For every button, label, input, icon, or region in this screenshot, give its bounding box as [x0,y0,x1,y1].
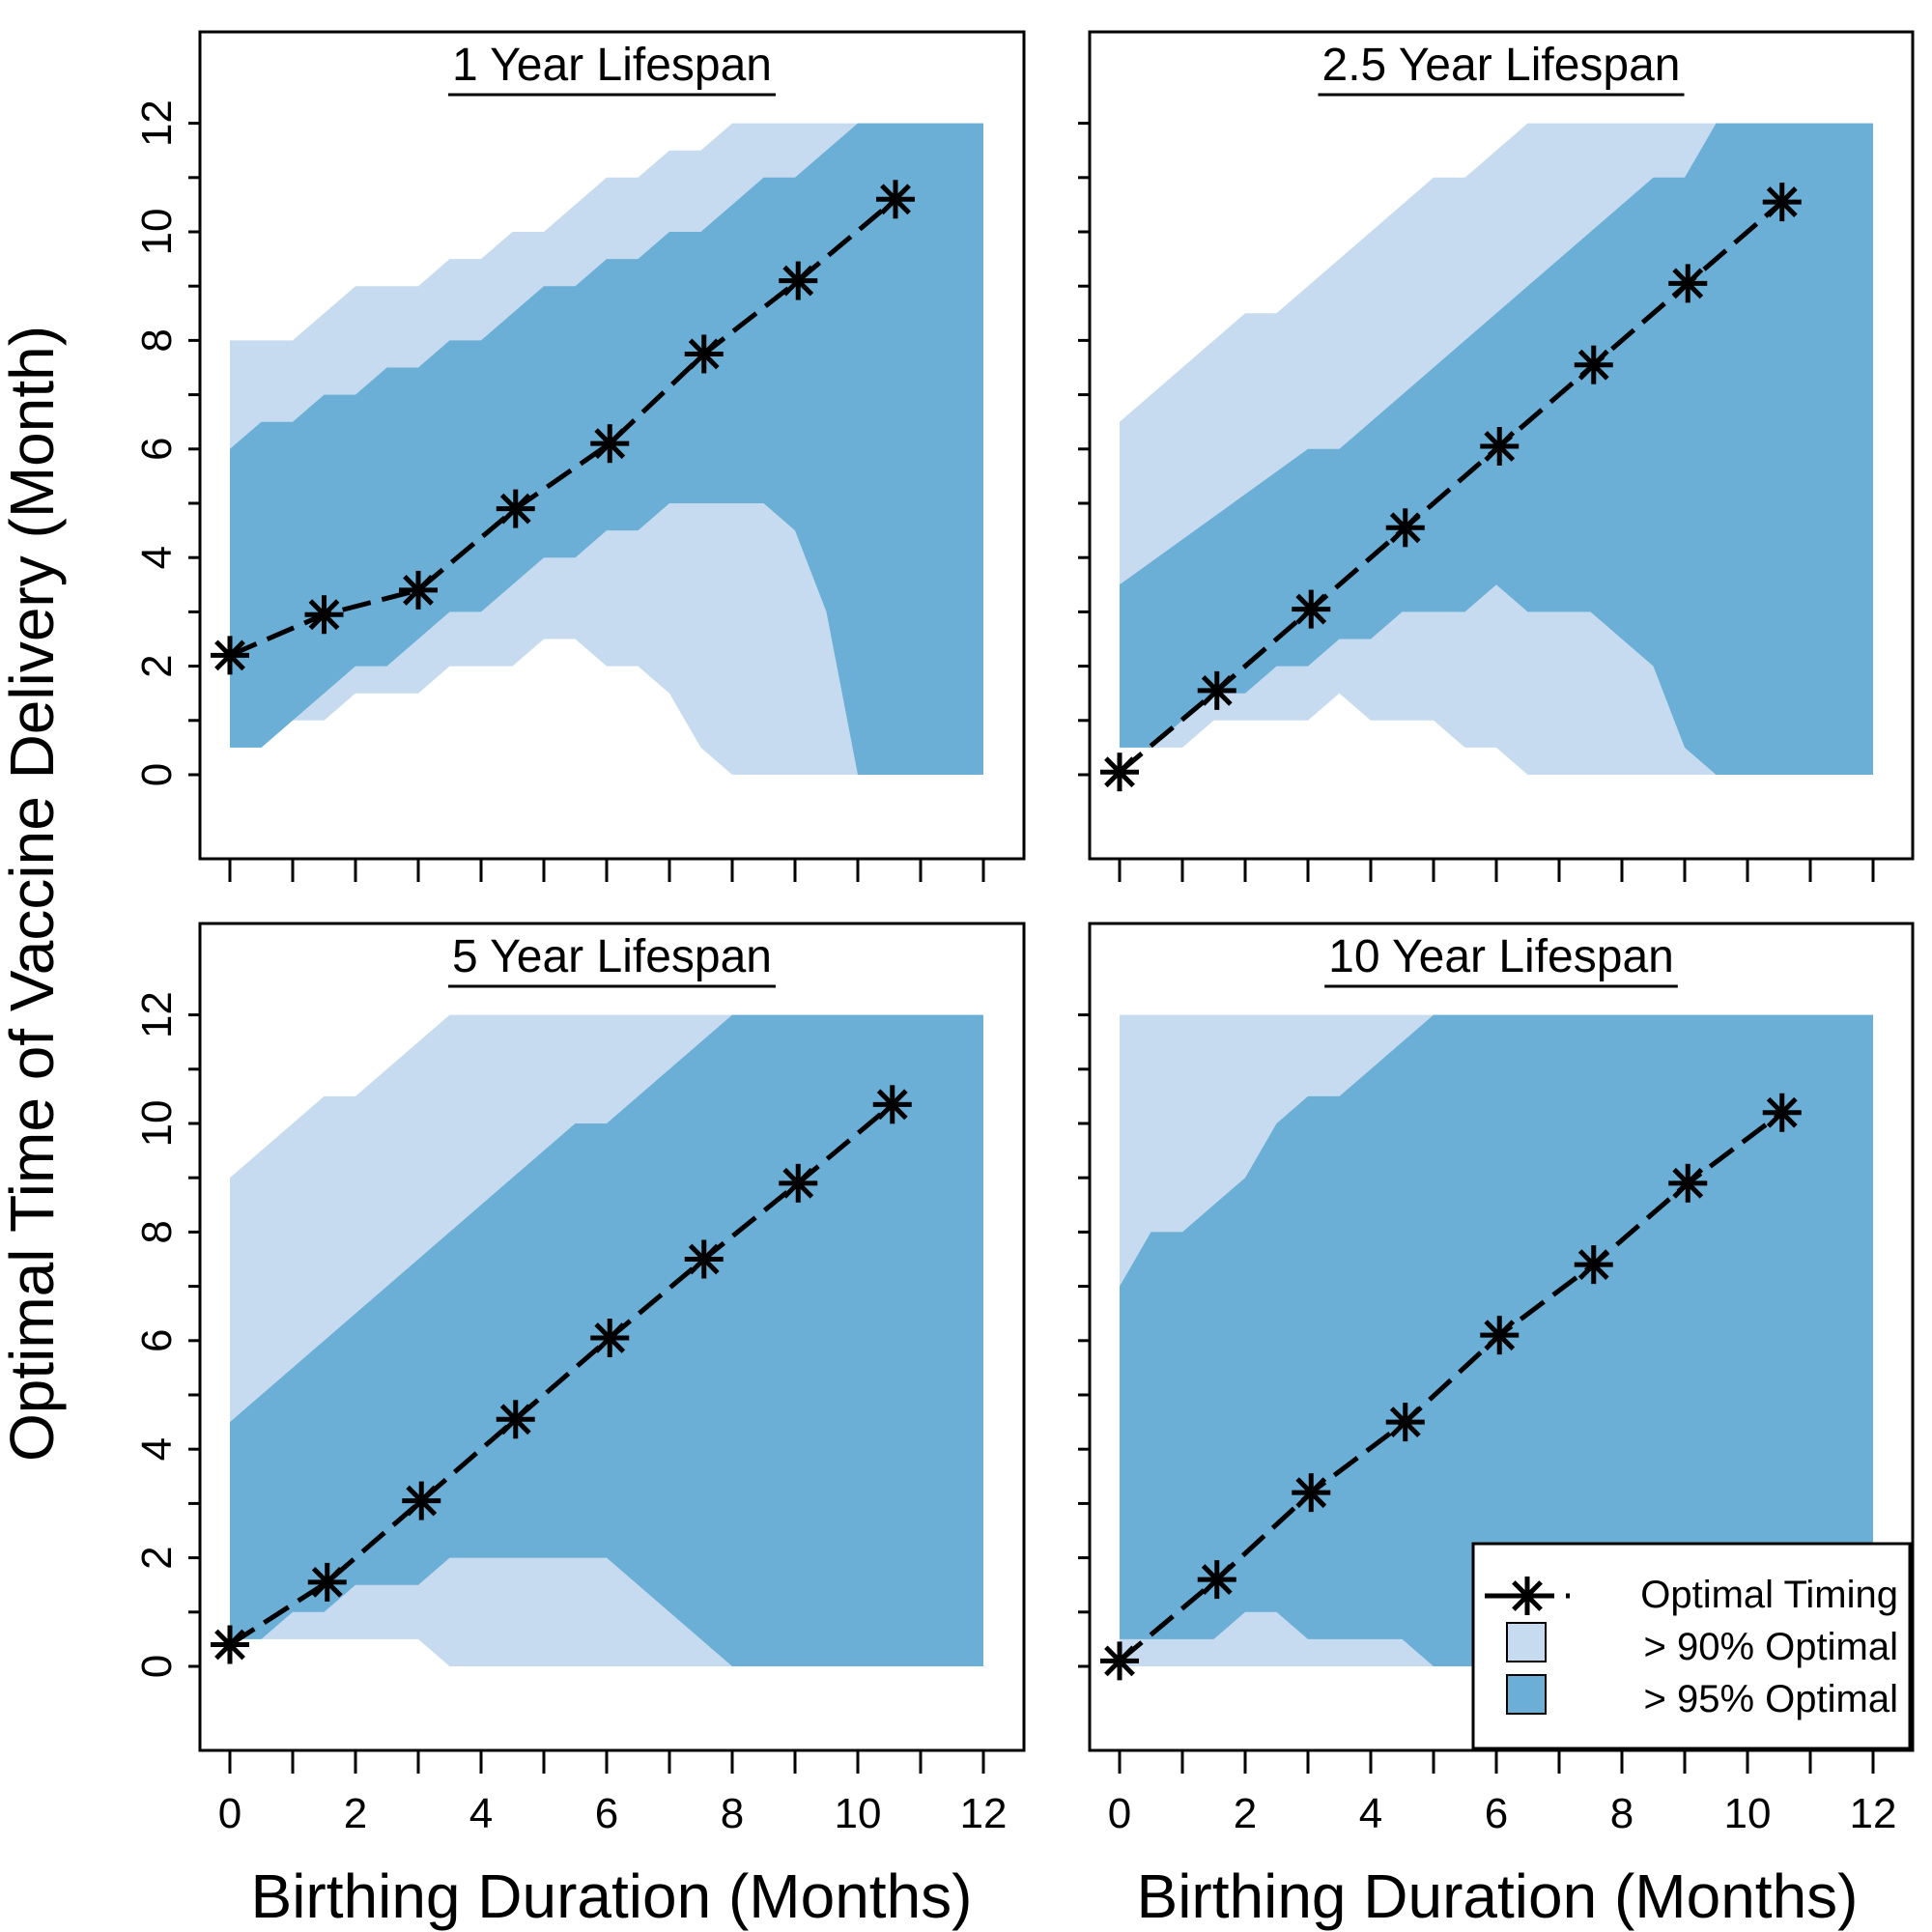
x-tick-label: 6 [1485,1790,1508,1837]
plot-frame [198,922,1026,1752]
legend-swatch-90 [1506,1622,1547,1662]
panel-title: 5 Year Lifespan [452,931,772,982]
panel-3: 5 Year Lifespan 0 2 4 6 8 10 12 0 2 4 6 8 10 12 [133,922,1026,1837]
optimal-point [1762,183,1802,222]
optimal-point [307,1562,347,1602]
y-tick-label: 10 [133,209,181,256]
y-tick-label: 6 [133,1329,181,1352]
optimal-point [1100,753,1139,792]
y-tick-label: 0 [133,1655,181,1678]
optimal-timing-line [1118,1110,1784,1663]
x-tick-label: 2 [344,1790,367,1837]
legend: Optimal Timing > 90% Optimal > 95% Optimal [1471,1542,1912,1750]
panel-2: 2.5 Year Lifespan [1078,30,1915,882]
y-tick-label: 0 [133,763,181,786]
y-tick-label: 2 [133,1546,181,1569]
optimal-point [779,261,818,300]
panel-title: 10 Year Lifespan [1328,931,1674,982]
x-tick-label: 10 [835,1790,882,1837]
x-tick-label: 4 [469,1790,493,1837]
x-tick-label: 12 [960,1790,1008,1837]
optimal-point [1385,508,1425,548]
y-tick-label: 4 [133,1437,181,1461]
optimal-point [211,1625,249,1664]
panel-title: 2.5 Year Lifespan [1322,40,1681,91]
y-tick-label: 4 [133,546,181,569]
optimal-point [1480,1316,1520,1355]
optimal-point [872,1085,912,1124]
optimal-point [1292,1473,1331,1513]
optimal-timing-line [1118,200,1784,775]
legend-swatch-95 [1506,1674,1547,1715]
x-tick-label: 8 [721,1790,744,1837]
optimal-timing-line [229,197,897,658]
legend-entry: Optimal Timing [1640,1574,1898,1616]
y-tick-label: 6 [133,438,181,461]
x-tick-label: 6 [595,1790,618,1837]
y-tick-label: 12 [133,991,181,1038]
optimal-point [1668,264,1708,303]
x-tick-label: 12 [1850,1790,1897,1837]
legend-entry: > 90% Optimal [1644,1626,1898,1668]
optimal-point [1668,1163,1708,1203]
legend-star-swatch [1508,1577,1547,1615]
optimal-point [1197,1560,1236,1600]
optimal-point [876,180,915,219]
y-tick-label: 2 [133,654,181,677]
optimal-point [1762,1093,1802,1132]
optimal-point [304,595,344,635]
optimal-point [1385,1403,1425,1442]
optimal-timing-line [228,1102,895,1647]
plot-frame [1088,922,1915,1752]
optimal-point [496,1400,535,1439]
x-tick-label: 4 [1359,1790,1382,1837]
x-tick-label: 0 [218,1790,242,1837]
plot-frame [198,30,1026,861]
optimal-point [1292,589,1331,629]
y-tick-label: 12 [133,99,181,147]
optimal-point [779,1163,818,1203]
optimal-point [399,570,438,610]
panels: 1 Year Lifespan 0 2 4 6 8 10 12 2.5 Year Lifespa… [133,30,1915,1837]
x-axis-label-left: Birthing Duration (Months) [251,1861,973,1931]
y-axis-label: Optimal Time of Vaccine Delivery (Month) [0,326,67,1462]
optimal-point [402,1481,441,1520]
x-tick-label: 2 [1234,1790,1257,1837]
panel-4: 10 Year Lifespan 0 2 4 6 8 10 12 [1078,922,1915,1837]
optimal-point [684,334,724,374]
optimal-point [1574,1245,1613,1285]
optimal-point [684,1239,724,1279]
optimal-point [496,489,535,528]
x-axis-label-right: Birthing Duration (Months) [1137,1861,1859,1931]
y-tick-label: 10 [133,1100,181,1148]
optimal-point [1574,345,1613,384]
optimal-point [1480,426,1520,466]
y-tick-label: 8 [133,1220,181,1243]
legend-entry: > 95% Optimal [1644,1678,1898,1720]
panel-1: 1 Year Lifespan 0 2 4 6 8 10 12 [133,30,1026,882]
optimal-point [1100,1641,1139,1681]
x-tick-label: 8 [1610,1790,1634,1837]
optimal-point [590,1318,630,1357]
x-tick-label: 10 [1724,1790,1772,1837]
optimal-point [590,424,630,464]
y-tick-label: 8 [133,328,181,352]
plot-frame [1088,30,1915,861]
optimal-point [211,636,249,675]
panel-title: 1 Year Lifespan [452,40,772,91]
optimal-point [1197,670,1236,710]
x-tick-label: 0 [1108,1790,1131,1837]
